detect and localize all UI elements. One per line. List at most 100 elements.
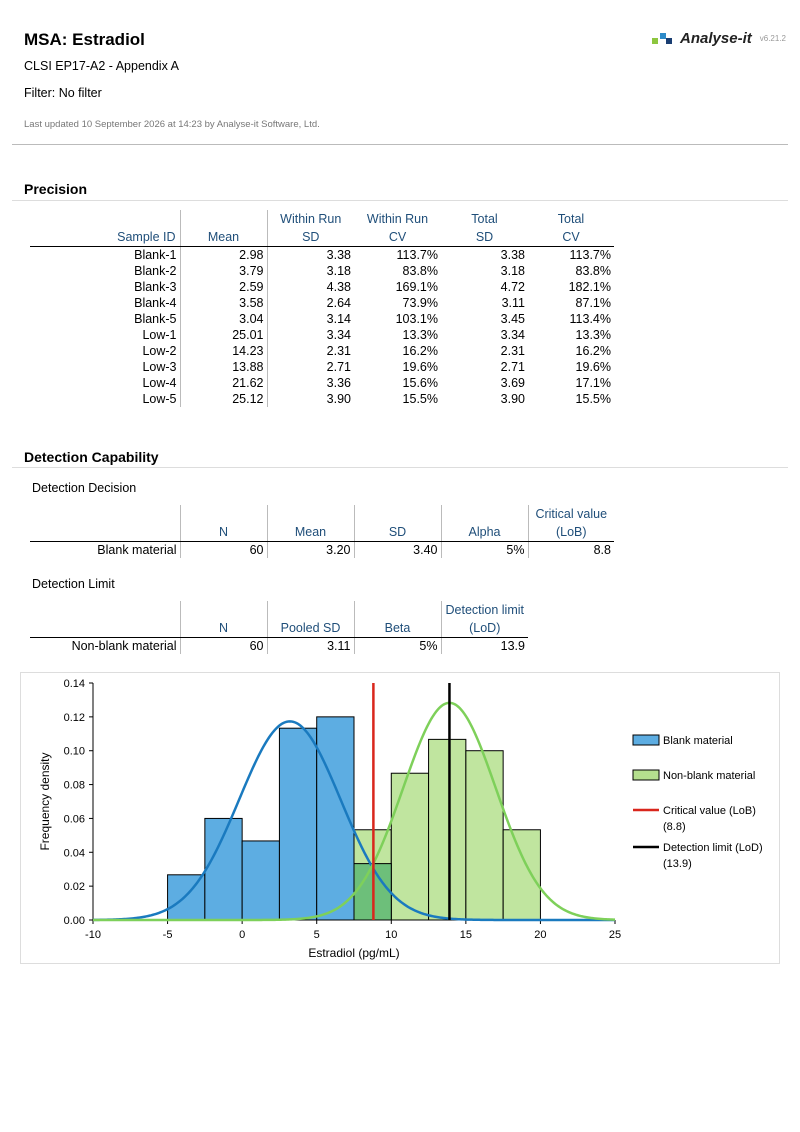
detection-decision-label: Detection Decision [32, 481, 137, 495]
col-header-within-cv: CV [354, 228, 441, 247]
table-cell: 113.4% [569, 312, 611, 326]
table-cell: 169.1% [395, 280, 438, 294]
precision-table: Within Run Within Run Total Total Sample… [30, 210, 614, 407]
legend-label-lod: Detection limit (LoD) [663, 842, 763, 854]
table-cell: 3.18 [266, 263, 354, 279]
col-header-mean: Mean [179, 228, 267, 247]
report-subtitle: CLSI EP17-A2 - Appendix A [24, 59, 179, 73]
y-tick-label: 0.12 [64, 712, 85, 724]
col-header-top [30, 210, 180, 228]
table-cell: 3.90 [500, 392, 525, 406]
col-header-mean: Mean [266, 523, 354, 542]
table-cell: 15.5% [402, 392, 438, 406]
row-label: Blank-4 [134, 296, 177, 310]
col-header-top [440, 505, 528, 523]
table-cell: 2.64 [266, 295, 354, 311]
table-cell: 2.31 [266, 343, 354, 359]
version-label: v6.21.2 [759, 34, 786, 43]
row-label: Blank-2 [134, 264, 177, 278]
table-row: Low-3 13.88 2.71 19.6% 2.71 19.6% [30, 359, 614, 375]
table-cell: 13.88 [179, 359, 267, 375]
header-divider [12, 144, 788, 145]
table-cell: 4.72 [500, 280, 525, 294]
row-label: Low-4 [142, 376, 177, 390]
table-row: Blank-5 3.04 3.14 103.1% 3.45 113.4% [30, 311, 614, 327]
bar-nonblank-2 [428, 738, 467, 921]
table-cell: 113.7% [396, 248, 438, 262]
detection-decision-table: Critical value N Mean SD Alpha (LoB) Bla… [30, 505, 614, 558]
table-cell: 3.14 [266, 311, 354, 327]
detection-divider [12, 467, 788, 468]
col-header-pooled-sd: Pooled SD [266, 619, 354, 638]
table-cell: 73.9% [402, 296, 438, 310]
col-header-top [30, 601, 180, 619]
bar-nonblank-3 [465, 750, 504, 921]
y-tick-label: 0.06 [64, 813, 85, 825]
precision-heading: Precision [24, 181, 88, 197]
legend-value-lod: (13.9) [663, 858, 692, 870]
col-header-top: Total [471, 212, 498, 226]
table-cell: 2.71 [500, 360, 525, 374]
x-tick-label: -5 [163, 929, 173, 941]
table-cell: 3.90 [266, 391, 354, 407]
table-cell: 21.62 [179, 375, 267, 391]
bar-blank-3 [278, 727, 318, 921]
row-label: Low-5 [142, 392, 177, 406]
col-header-within-sd: SD [266, 228, 354, 247]
col-header-beta: Beta [353, 619, 441, 638]
logo-text: Analyse-it [680, 30, 752, 47]
legend-label-nonblank: Non-blank material [663, 770, 755, 782]
table-row: Low-2 14.23 2.31 16.2% 2.31 16.2% [30, 343, 614, 359]
col-header-total-cv: CV [528, 228, 614, 247]
table-cell: 3.11 [501, 296, 525, 310]
table-cell: 25.01 [179, 327, 267, 343]
table-row: Low-1 25.01 3.34 13.3% 3.34 13.3% [30, 327, 614, 343]
row-label: Blank material [97, 543, 177, 557]
table-cell: 16.2% [575, 344, 611, 358]
table-cell: 16.2% [402, 344, 438, 358]
table-cell: 3.34 [266, 327, 354, 343]
bar-nonblank-1 [390, 772, 430, 921]
col-header-nonblank [30, 619, 180, 638]
row-label: Low-3 [142, 360, 177, 374]
detection-heading: Detection Capability [24, 449, 159, 465]
table-cell: 3.36 [266, 375, 354, 391]
table-cell: 3.38 [266, 246, 354, 263]
histogram-chart: 0.00 0.02 0.04 0.06 0.08 0.10 0.12 0.14 -10 -5 0 5 1… [20, 672, 780, 964]
row-label: Blank-1 [134, 248, 177, 262]
x-tick-label: 25 [609, 929, 621, 941]
filter-label: Filter: No filter [24, 86, 102, 100]
curve-blank [92, 720, 615, 922]
table-cell: 3.34 [500, 328, 525, 342]
x-tick-label: 20 [534, 929, 546, 941]
y-tick-label: 0.08 [64, 780, 85, 792]
table-cell: 17.1% [575, 376, 611, 390]
precision-divider [12, 200, 788, 201]
table-cell: 60 [179, 541, 267, 558]
col-header-detection-limit: Detection limit [440, 601, 528, 619]
logo-mark-icon [652, 32, 676, 45]
legend-value-lob: (8.8) [663, 821, 686, 833]
table-row: Blank-2 3.79 3.18 83.8% 3.18 83.8% [30, 263, 614, 279]
col-header-n: N [179, 523, 267, 542]
x-tick-label: 15 [460, 929, 472, 941]
legend-label-lob: Critical value (LoB) [663, 805, 756, 817]
y-axis-title: Frequency density [38, 752, 52, 850]
table-cell: 3.20 [266, 541, 354, 558]
col-header-total-sd: SD [441, 228, 528, 247]
table-cell: 4.38 [266, 279, 354, 295]
table-cell: 13.9 [440, 637, 528, 654]
table-cell: 3.69 [500, 376, 525, 390]
col-header-top [266, 601, 354, 619]
table-row: Low-5 25.12 3.90 15.5% 3.90 15.5% [30, 391, 614, 407]
table-cell: 2.59 [179, 279, 267, 295]
table-cell: 25.12 [179, 391, 267, 407]
table-cell: 87.1% [575, 296, 611, 310]
y-tick-label: 0.14 [64, 678, 85, 690]
last-updated: Last updated 10 September 2026 at 14:23 … [24, 119, 320, 130]
table-cell: 5% [440, 541, 528, 558]
table-cell: 83.8% [575, 264, 611, 278]
table-cell: 13.3% [575, 328, 611, 342]
histogram-svg: 0.00 0.02 0.04 0.06 0.08 0.10 0.12 0.14 -10 -5 0 5 1… [38, 678, 763, 960]
table-cell: 3.40 [353, 541, 441, 558]
